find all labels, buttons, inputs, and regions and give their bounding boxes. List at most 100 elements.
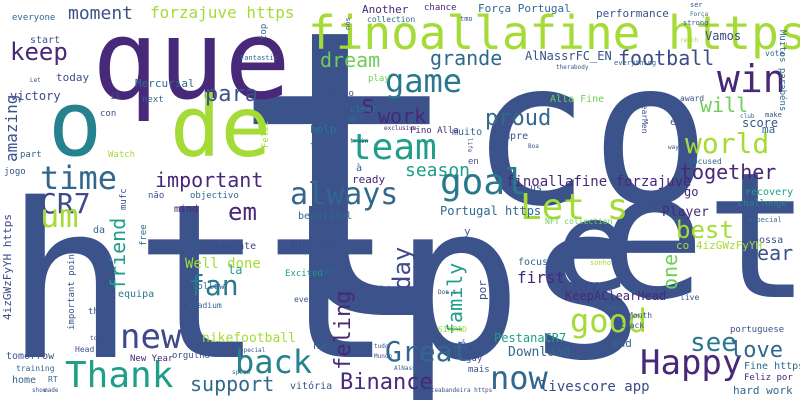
word-guy: guy — [466, 354, 483, 364]
word-mercurial: Mercurial — [135, 77, 195, 90]
word-will: will — [700, 93, 749, 117]
word-grande: grande — [430, 46, 503, 70]
word-way: way — [668, 144, 679, 151]
word-ready: ready — [352, 173, 386, 186]
word-team: team — [350, 127, 437, 168]
word-play: play — [368, 74, 390, 84]
word-boa: Boa — [528, 143, 539, 150]
word-mundo: Mundo — [374, 353, 393, 360]
word-year: year — [745, 241, 794, 265]
word-keep: keep — [10, 38, 68, 66]
word-dont: Don t — [438, 289, 457, 296]
word-binance: Binance — [340, 370, 433, 395]
word-therabody: therabody — [556, 64, 589, 71]
word-vote: vote — [765, 49, 785, 58]
word-performance: performance — [596, 7, 669, 20]
word-sixpad: SIXPAD — [438, 325, 467, 334]
word-football: football — [618, 46, 715, 70]
word-show: show — [32, 387, 47, 394]
word-love: love — [730, 338, 783, 363]
word-season: season — [405, 160, 471, 181]
word-make: make — [765, 111, 782, 119]
word-alnassrfc-en: AlNassrFC_EN — [525, 49, 612, 63]
word-portugal-https: Portugal https — [440, 204, 542, 218]
word-new-year: New Year — [130, 354, 174, 364]
word-4izgwzfyyh-https: 4izGWzFyYH https — [1, 214, 14, 320]
word-nos: nós — [344, 17, 352, 30]
word-made: made — [44, 387, 59, 394]
word-friend: friend — [106, 217, 130, 290]
word-collection: collection — [367, 15, 416, 24]
word-wait: wait — [180, 241, 195, 248]
word-forca-portugal: Força Portugal — [478, 2, 571, 15]
word-thank: Thank — [65, 355, 174, 396]
word-chance: chance — [424, 3, 457, 13]
word-para: para — [205, 82, 258, 107]
word-o: o — [48, 72, 103, 177]
word-training: training — [16, 364, 55, 373]
word-equipa: equipa — [118, 289, 155, 300]
word-thing: thing — [88, 307, 116, 317]
word-na: na — [313, 339, 327, 352]
word-check: Check — [198, 343, 217, 350]
word-da: da — [93, 225, 106, 236]
word-feling: feling — [331, 290, 356, 370]
word-strong: strong — [683, 19, 709, 27]
word-player: Player — [662, 205, 709, 220]
word-forzajuve-https: forzajuve https — [150, 3, 295, 22]
word-un: un — [290, 237, 306, 252]
word-fantastic: Fantastic — [240, 54, 278, 62]
word-reach: reach — [680, 37, 699, 44]
word-1st: 1st — [380, 285, 391, 292]
word-important-point: important point — [67, 248, 77, 330]
word-tudo: tudo — [374, 343, 389, 350]
word-alla-fine: Alla Fine — [550, 94, 605, 105]
word-finoallafine-forzajuve: finoallafine forzajuve — [506, 174, 692, 190]
word-always: always — [290, 177, 399, 212]
word-mais: mais — [468, 365, 490, 375]
word-club: club — [740, 113, 755, 120]
word-que: que — [92, 0, 291, 124]
word-tomorrow: tomorrow — [6, 351, 55, 362]
word-help: help — [310, 123, 337, 136]
word-game: game — [385, 62, 463, 100]
word-moment: moment — [68, 3, 134, 24]
word-cr7: CR7 — [40, 187, 91, 220]
word-fino-alla: Fino Alla — [410, 126, 459, 136]
word-mufc: mufc — [119, 188, 129, 210]
word-stay: stay — [560, 276, 599, 295]
word-now: now — [490, 359, 548, 397]
word-focused: focused — [688, 157, 722, 166]
word-award: award — [680, 94, 705, 103]
word-watch: Watch — [108, 150, 136, 160]
word-em: em — [228, 198, 257, 226]
word-vesteabandeira-https: vesteabandeira https — [420, 387, 493, 394]
word-de: de — [170, 78, 272, 176]
word-hard-work: hard work — [733, 384, 793, 397]
word-support: support — [190, 372, 275, 396]
word-score: score — [742, 116, 779, 130]
word-well-done: Well done — [185, 256, 261, 272]
word-pestanacr7: PestanaCR7 — [494, 331, 567, 345]
word-everyone: everyone — [12, 13, 56, 23]
word-jogo: jogo — [4, 167, 26, 177]
word-feliz: Feliz — [261, 120, 271, 148]
word-y: y — [464, 225, 471, 238]
word-de-volta: de volta — [310, 269, 339, 276]
word-um: um — [40, 197, 79, 235]
word-recovery: recovery — [745, 187, 794, 198]
word-proud: proud — [485, 106, 552, 131]
word-ma: ma — [762, 123, 776, 136]
word-back: back — [235, 343, 313, 381]
word-en: en — [468, 157, 479, 167]
word-amazing: amazing — [2, 94, 21, 162]
word-vitoria: vitória — [290, 381, 333, 392]
word-feliz-por: Feliz por — [744, 373, 793, 383]
word-one: one — [658, 253, 682, 290]
word-go: go — [684, 185, 699, 199]
word-goal: goal — [440, 162, 527, 203]
word-nft: NFT — [348, 115, 365, 125]
word-day: day — [388, 246, 416, 290]
word-keepaclearhead: KeepAClearHead — [565, 289, 667, 303]
